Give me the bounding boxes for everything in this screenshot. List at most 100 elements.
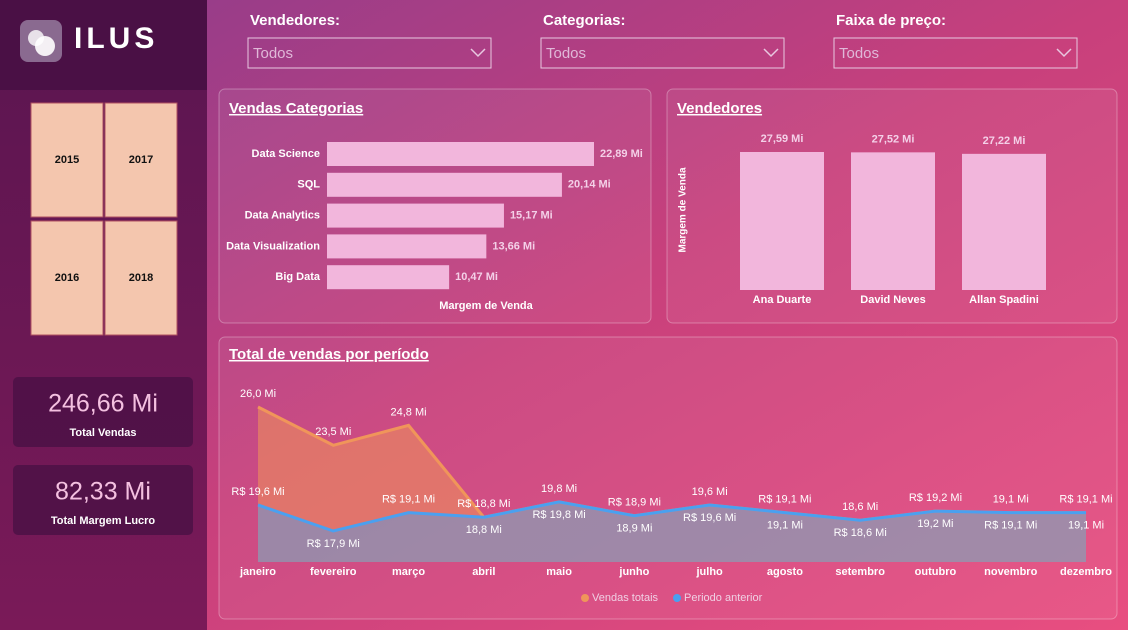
category-label: Big Data	[275, 271, 321, 283]
bar	[327, 234, 487, 259]
data-label: 18,9 Mi	[616, 523, 652, 535]
x-tick-label: agosto	[767, 566, 803, 578]
data-label: 19,8 Mi	[541, 483, 577, 495]
bar	[327, 142, 594, 166]
x-tick-label: abril	[472, 566, 495, 578]
axis-label: Margem de Venda	[678, 167, 689, 252]
data-label: 18,8 Mi	[466, 524, 502, 536]
data-label: R$ 17,9 Mi	[307, 538, 360, 550]
value-label: 27,22 Mi	[983, 135, 1026, 147]
kpi-label: Total Vendas	[69, 427, 136, 439]
x-tick-label: junho	[618, 566, 649, 578]
bar	[851, 152, 935, 290]
data-label: 23,5 Mi	[315, 426, 351, 438]
axis-label: Margem de Venda	[439, 300, 533, 312]
filter-label: Categorias:	[543, 12, 626, 29]
year-tile[interactable]: 2017	[104, 102, 178, 218]
value-label: 20,14 Mi	[568, 179, 611, 191]
category-label: Data Science	[252, 148, 320, 160]
area	[258, 407, 1086, 562]
year-tile-bg	[104, 220, 178, 336]
data-label: R$ 18,8 Mi	[457, 498, 510, 510]
dropdown-box	[540, 37, 785, 69]
data-label: R$ 19,6 Mi	[683, 512, 736, 524]
data-label: R$ 19,1 Mi	[758, 494, 811, 506]
data-label: 26,0 Mi	[240, 388, 276, 400]
category-label: Data Visualization	[226, 240, 320, 252]
value-label: 22,89 Mi	[600, 148, 643, 160]
year-tile[interactable]: 2016	[30, 220, 104, 336]
data-label: R$ 19,1 Mi	[984, 520, 1037, 532]
x-tick-label: janeiro	[239, 566, 276, 578]
dropdown-value: Todos	[546, 45, 586, 62]
filter-label: Faixa de preço:	[836, 12, 946, 29]
dropdown-box	[833, 37, 1078, 69]
filter-dropdown[interactable]: Todos	[247, 37, 492, 69]
x-tick-label: março	[392, 566, 425, 578]
x-tick-label: novembro	[984, 566, 1037, 578]
data-label: 19,1 Mi	[993, 494, 1029, 506]
x-tick-label: outubro	[915, 566, 957, 578]
data-label: R$ 18,6 Mi	[834, 527, 887, 539]
value-label: 10,47 Mi	[455, 271, 498, 283]
dropdown-value: Todos	[839, 45, 879, 62]
year-tile[interactable]: 2015	[30, 102, 104, 218]
bar	[962, 153, 1046, 290]
dropdown-arrow	[763, 48, 779, 58]
legend-dot	[581, 594, 589, 602]
category-label: David Neves	[860, 294, 925, 306]
kpi-value: 82,33 Mi	[55, 478, 151, 506]
legend-label: Periodo anterior	[684, 592, 763, 604]
category-label: SQL	[297, 179, 320, 191]
dropdown-arrow	[470, 48, 486, 58]
bar	[327, 203, 504, 228]
data-label: R$ 18,9 Mi	[608, 497, 661, 509]
kpi-card	[13, 377, 193, 447]
kpi-label: Total Margem Lucro	[51, 515, 156, 527]
year-tile-bg	[30, 102, 104, 218]
x-tick-label: julho	[695, 566, 723, 578]
data-label: 18,6 Mi	[842, 501, 878, 513]
year-tile[interactable]: 2018	[104, 220, 178, 336]
x-tick-label: setembro	[835, 566, 885, 578]
year-label: 2015	[55, 154, 79, 166]
value-label: 27,52 Mi	[872, 133, 915, 145]
filter-label: Vendedores:	[250, 12, 340, 29]
chart-title: Vendedores	[677, 100, 762, 117]
year-label: 2018	[129, 272, 153, 284]
data-label: 19,1 Mi	[1068, 520, 1104, 532]
data-label: 19,6 Mi	[692, 486, 728, 498]
data-label: R$ 19,2 Mi	[909, 492, 962, 504]
year-tile-bg	[104, 102, 178, 218]
category-label: Data Analytics	[245, 210, 320, 222]
dropdown-value: Todos	[253, 45, 293, 62]
x-tick-label: fevereiro	[310, 566, 357, 578]
kpi-card	[13, 465, 193, 535]
brand: ILUS	[74, 22, 158, 55]
chart-title: Vendas Categorias	[229, 100, 363, 117]
year-label: 2016	[55, 272, 79, 284]
year-tile-bg	[30, 220, 104, 336]
x-tick-label: maio	[546, 566, 572, 578]
value-label: 15,17 Mi	[510, 210, 553, 222]
data-label: R$ 19,8 Mi	[532, 509, 585, 521]
data-label: 24,8 Mi	[391, 406, 427, 418]
year-label: 2017	[129, 154, 153, 166]
legend-dot	[673, 594, 681, 602]
bar	[327, 265, 450, 290]
chart-title: Total de vendas por período	[229, 346, 429, 363]
data-label: R$ 19,1 Mi	[1059, 494, 1112, 506]
bar	[327, 172, 562, 197]
dropdown-box	[247, 37, 492, 69]
filter-dropdown[interactable]: Todos	[833, 37, 1078, 69]
legend-label: Vendas totais	[592, 592, 659, 604]
kpi-value: 246,66 Mi	[48, 390, 158, 418]
bar	[740, 152, 824, 290]
filter-dropdown[interactable]: Todos	[540, 37, 785, 69]
category-label: Ana Duarte	[753, 294, 812, 306]
data-label: 19,2 Mi	[917, 518, 953, 530]
data-label: R$ 19,1 Mi	[382, 494, 435, 506]
x-tick-label: dezembro	[1060, 566, 1112, 578]
